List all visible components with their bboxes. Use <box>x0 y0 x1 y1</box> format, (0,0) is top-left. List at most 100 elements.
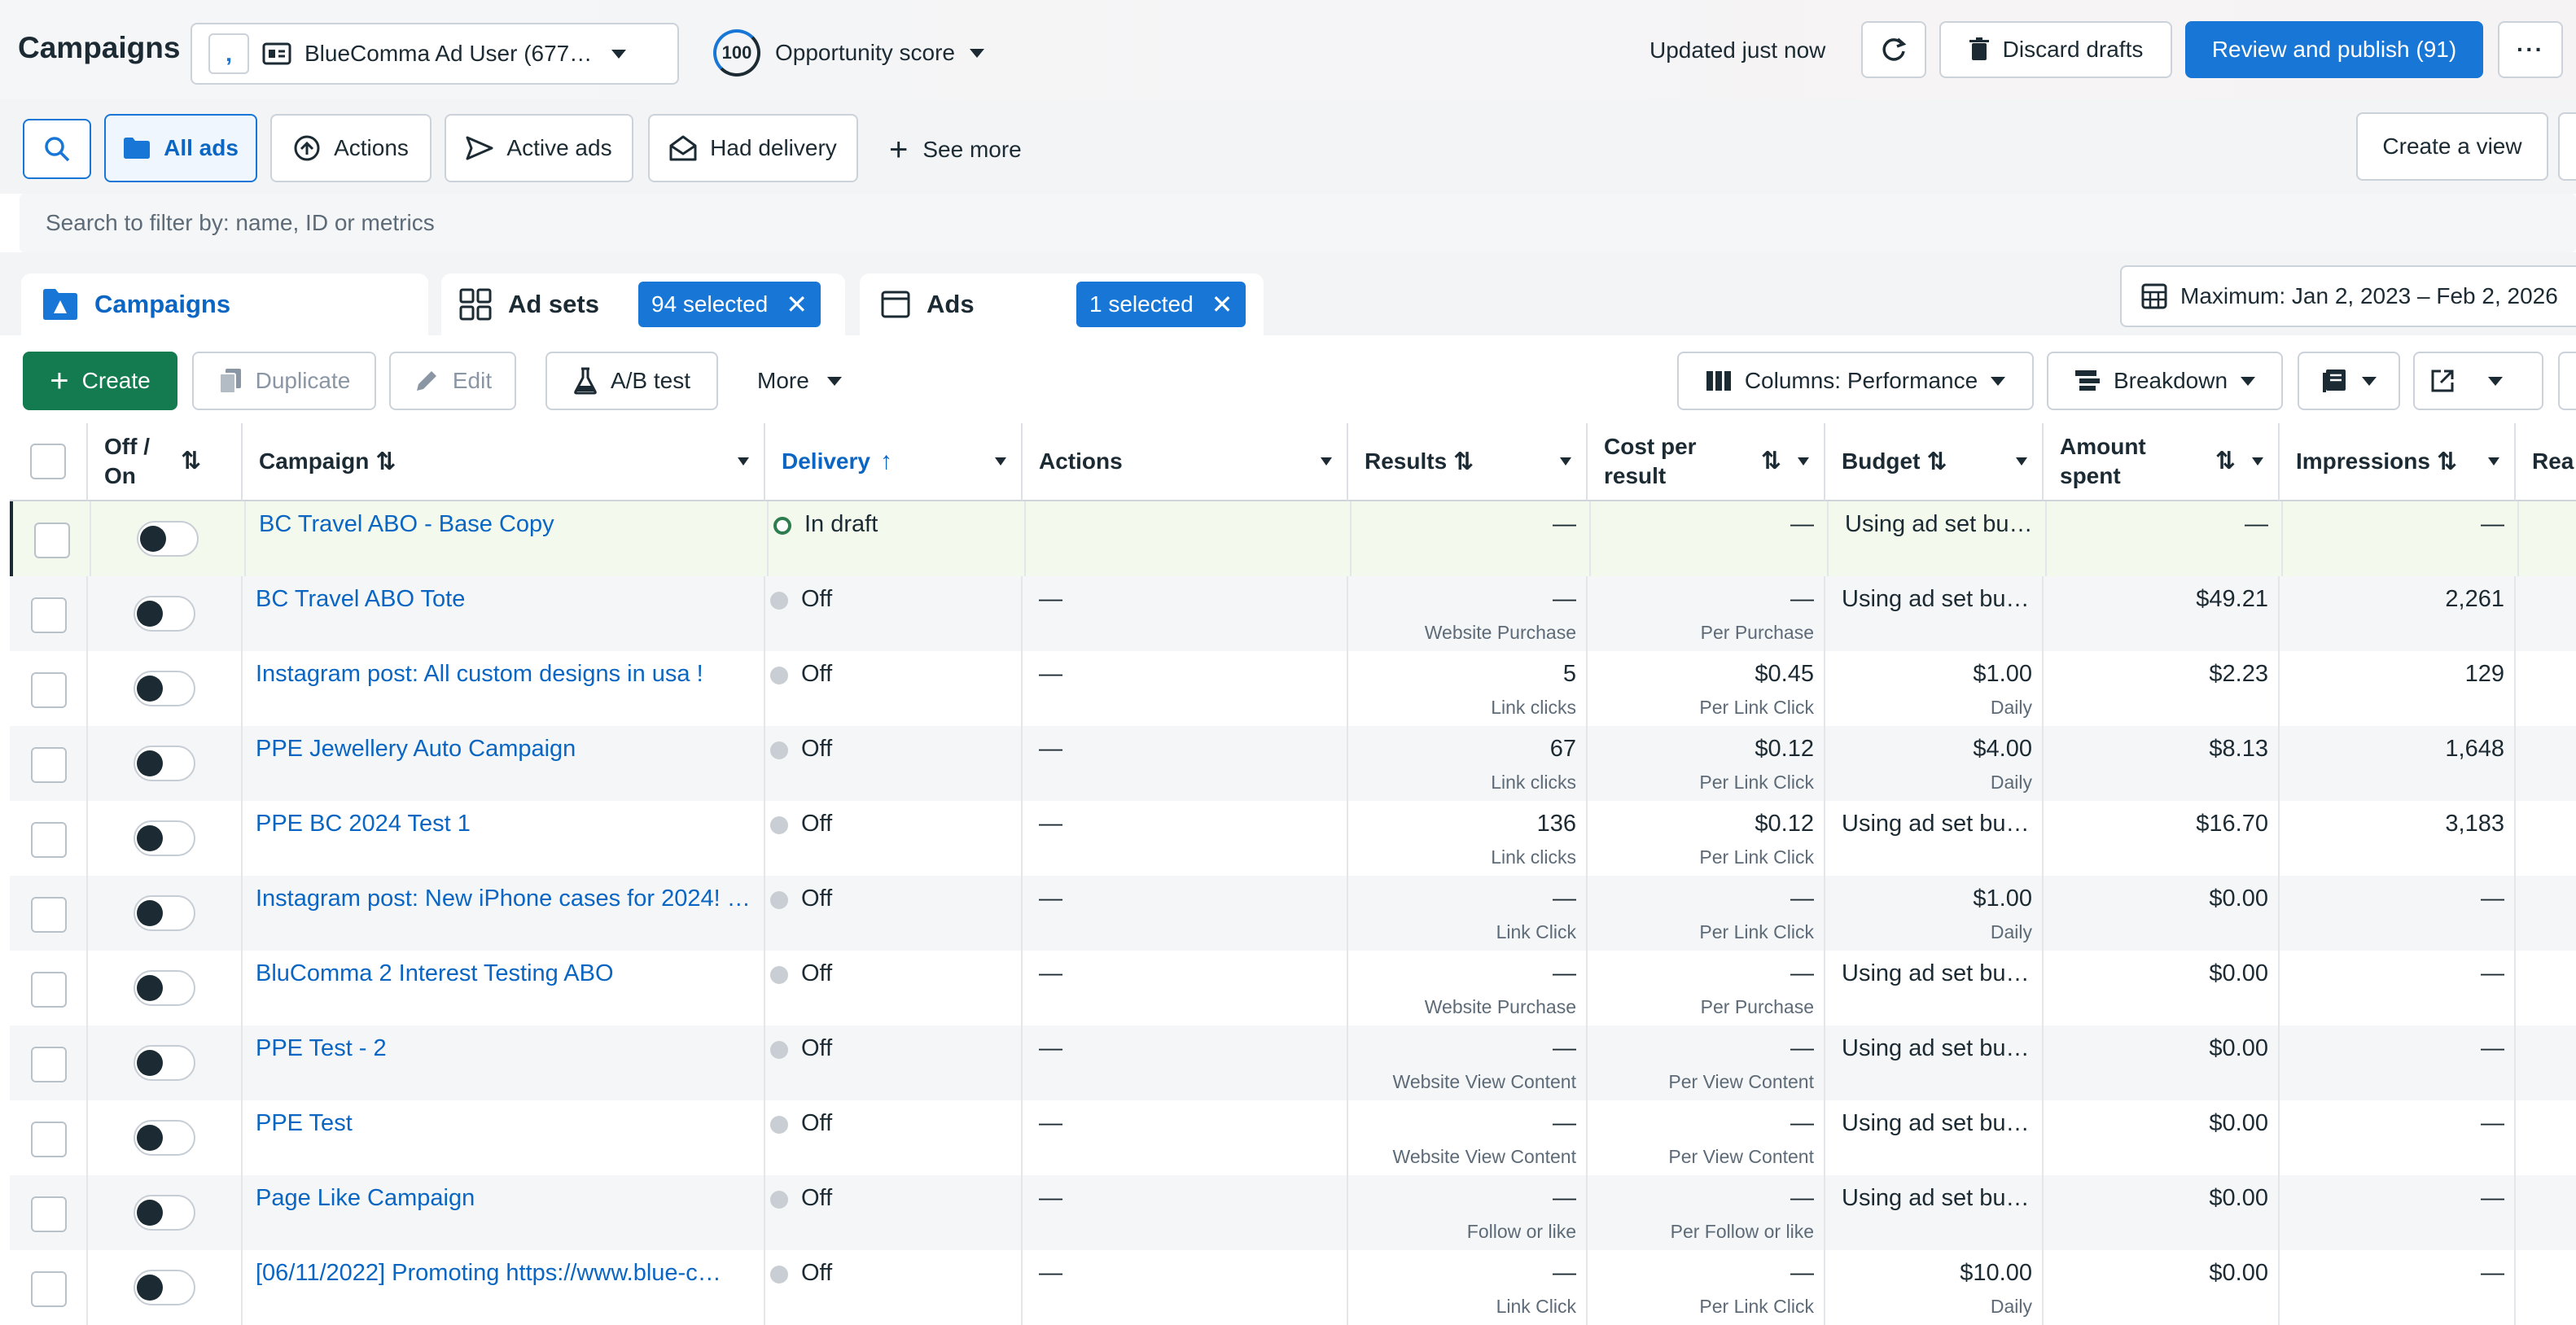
col-budget[interactable]: Budget ⇅ <box>1825 423 2044 501</box>
table-row[interactable]: Page Like Campaign Off — — Follow or like — Pe… <box>10 1175 2576 1250</box>
campaign-name-link[interactable]: PPE Jewellery Auto Campaign <box>256 736 576 762</box>
campaign-toggle[interactable] <box>134 1195 195 1231</box>
reports-dropdown[interactable] <box>2298 352 2400 410</box>
campaign-folder-icon <box>42 288 78 321</box>
table-row[interactable]: PPE BC 2024 Test 1 Off — 136 Link clicks $0.1… <box>10 801 2576 876</box>
campaign-toggle[interactable] <box>134 1120 195 1156</box>
campaign-toggle[interactable] <box>134 820 195 856</box>
table-row[interactable]: Instagram post: All custom designs in us… <box>10 651 2576 726</box>
ab-test-button[interactable]: A/B test <box>545 352 718 410</box>
table-row[interactable]: PPE Test - 2 Off — — Website View Content — Pe… <box>10 1025 2576 1100</box>
row-checkbox[interactable] <box>31 672 67 708</box>
filter-active-ads[interactable]: Active ads <box>445 114 633 182</box>
search-toggle-button[interactable] <box>23 119 91 179</box>
campaign-name-link[interactable]: PPE Test - 2 <box>256 1035 387 1061</box>
table-row[interactable]: PPE Jewellery Auto Campaign Off — 67 Link cl… <box>10 726 2576 801</box>
filter-had-delivery[interactable]: Had delivery <box>648 114 858 182</box>
breakdown-dropdown[interactable]: Breakdown <box>2047 352 2283 410</box>
discard-drafts-button[interactable]: Discard drafts <box>1939 21 2172 78</box>
campaign-name-link[interactable]: Page Like Campaign <box>256 1185 475 1211</box>
more-dropdown[interactable]: More <box>757 361 842 400</box>
campaign-toggle[interactable] <box>137 521 199 557</box>
view-options-button[interactable] <box>2558 112 2576 181</box>
export-button[interactable] <box>2413 352 2543 410</box>
select-all-checkbox[interactable] <box>30 444 66 479</box>
col-actions[interactable]: Actions <box>1023 423 1348 501</box>
campaign-toggle[interactable] <box>134 1270 195 1305</box>
trash-icon <box>1969 37 1990 62</box>
campaign-name-link[interactable]: BluComma 2 Interest Testing ABO <box>256 960 614 986</box>
date-range-picker[interactable]: Maximum: Jan 2, 2023 – Feb 2, 2026 <box>2120 265 2576 327</box>
budget-value: $1.00 <box>1973 661 2032 687</box>
campaign-toggle[interactable] <box>134 671 195 706</box>
row-checkbox[interactable] <box>31 1047 67 1082</box>
row-checkbox[interactable] <box>31 1271 67 1307</box>
search-filter-input[interactable]: Search to filter by: name, ID or metrics <box>20 194 2576 252</box>
row-checkbox[interactable] <box>31 1122 67 1157</box>
refresh-button[interactable] <box>1861 21 1926 78</box>
table-row[interactable]: Instagram post: New iPhone cases for 202… <box>10 876 2576 951</box>
cost-per-result-value: — <box>1790 886 1814 912</box>
tab-ad-sets[interactable]: Ad sets 94 selected ✕ <box>441 273 845 335</box>
close-icon[interactable]: ✕ <box>1211 290 1233 319</box>
tab-ads[interactable]: Ads 1 selected ✕ <box>860 273 1264 335</box>
campaign-toggle[interactable] <box>134 746 195 781</box>
duplicate-label: Duplicate <box>255 368 351 393</box>
results-type: Link clicks <box>1491 846 1576 868</box>
tab-campaigns[interactable]: Campaigns <box>21 273 428 335</box>
ad-sets-selected-badge[interactable]: 94 selected ✕ <box>638 282 821 327</box>
chevron-down-icon[interactable] <box>2488 376 2503 386</box>
row-checkbox[interactable] <box>31 972 67 1008</box>
budget-value: Using ad set bu… <box>1842 960 2030 986</box>
campaign-name-link[interactable]: Instagram post: New iPhone cases for 202… <box>256 886 751 912</box>
table-row[interactable]: BC Travel ABO Tote Off — — Website Purchase —… <box>10 576 2576 651</box>
campaign-name-link[interactable]: Instagram post: All custom designs in us… <box>256 661 703 687</box>
results-type: Link clicks <box>1491 772 1576 793</box>
cost-per-result-value: — <box>1790 586 1814 612</box>
col-reach[interactable]: Rea <box>2516 423 2576 501</box>
campaign-toggle[interactable] <box>134 1045 195 1081</box>
edit-button[interactable]: Edit <box>389 352 516 410</box>
row-checkbox[interactable] <box>31 597 67 633</box>
col-campaign[interactable]: Campaign ⇅ <box>243 423 765 501</box>
table-row[interactable]: [06/11/2022] Promoting https://www.blue-… <box>10 1250 2576 1325</box>
row-checkbox[interactable] <box>31 897 67 933</box>
duplicate-button[interactable]: Duplicate <box>192 352 376 410</box>
cost-per-result-value: — <box>1790 1260 1814 1286</box>
ads-selected-badge[interactable]: 1 selected ✕ <box>1076 282 1246 327</box>
table-row[interactable]: PPE Test Off — — Website View Content — Per Vi… <box>10 1100 2576 1175</box>
review-publish-button[interactable]: Review and publish (91) <box>2185 21 2483 78</box>
see-more-button[interactable]: + See more <box>889 130 1022 169</box>
row-checkbox[interactable] <box>34 523 70 558</box>
col-campaign-label: Campaign <box>259 448 370 474</box>
campaign-name-link[interactable]: PPE BC 2024 Test 1 <box>256 811 471 837</box>
row-checkbox[interactable] <box>31 1196 67 1232</box>
col-delivery[interactable]: Delivery ↑ <box>765 423 1023 501</box>
campaign-name-link[interactable]: PPE Test <box>256 1110 353 1136</box>
columns-dropdown[interactable]: Columns: Performance <box>1677 352 2034 410</box>
table-row[interactable]: BluComma 2 Interest Testing ABO Off — — Webs… <box>10 951 2576 1025</box>
campaign-toggle[interactable] <box>134 895 195 931</box>
campaign-name-link[interactable]: BC Travel ABO - Base Copy <box>259 511 554 537</box>
close-icon[interactable]: ✕ <box>786 290 808 319</box>
col-cost-per-result[interactable]: Cost per result ⇅ <box>1588 423 1825 501</box>
col-off-on[interactable]: Off / On ⇅ <box>88 423 243 501</box>
filter-all-ads[interactable]: All ads <box>104 114 257 182</box>
col-impressions[interactable]: Impressions ⇅ <box>2280 423 2516 501</box>
campaign-toggle[interactable] <box>134 970 195 1006</box>
opportunity-score[interactable]: 100 Opportunity score <box>713 28 984 78</box>
filter-actions[interactable]: Actions <box>270 114 432 182</box>
campaign-name-link[interactable]: BC Travel ABO Tote <box>256 586 466 612</box>
row-checkbox[interactable] <box>31 747 67 783</box>
col-results[interactable]: Results ⇅ <box>1348 423 1588 501</box>
account-selector[interactable]: ‚ BlueComma Ad User (677… <box>191 23 679 85</box>
create-view-button[interactable]: Create a view <box>2356 112 2548 181</box>
more-options-button[interactable]: ··· <box>2498 21 2563 78</box>
campaign-name-link[interactable]: [06/11/2022] Promoting https://www.blue-… <box>256 1260 721 1286</box>
col-amount-spent[interactable]: Amount spent ⇅ <box>2044 423 2280 501</box>
campaign-toggle[interactable] <box>134 596 195 632</box>
extra-toolbar-button[interactable] <box>2558 352 2576 410</box>
row-checkbox[interactable] <box>31 822 67 858</box>
table-row[interactable]: BC Travel ABO - Base Copy In draft — — Using… <box>10 501 2576 576</box>
create-button[interactable]: + Create <box>23 352 177 410</box>
